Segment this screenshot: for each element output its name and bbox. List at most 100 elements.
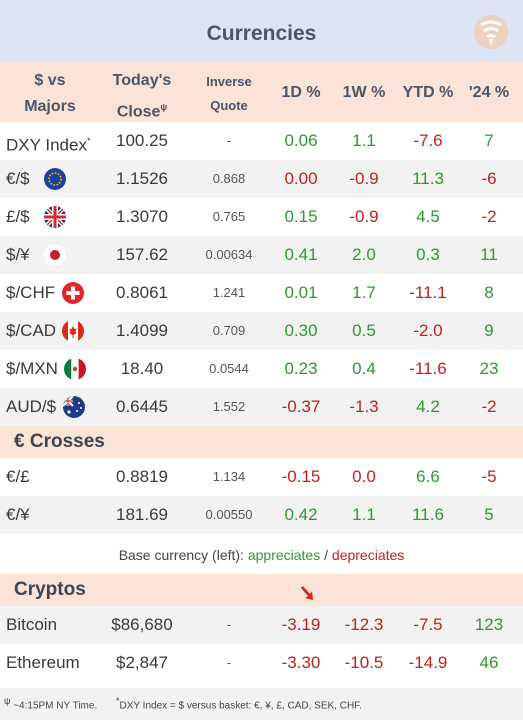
change-2024: 23 xyxy=(479,359,499,378)
header-2024: '24 % xyxy=(468,84,510,101)
change-2024: -5 xyxy=(481,467,497,486)
legend-appreciates: appreciates xyxy=(247,547,321,563)
change-2024: 9 xyxy=(484,321,494,340)
table-row: Bitcoin $86,680 - -3.19 -12.3 -7.5 123 xyxy=(0,606,523,644)
footnotes: ψ ~4:15PM NY Time. *DXY Index = $ versus… xyxy=(0,688,523,720)
uk-flag-icon xyxy=(44,206,66,228)
change-1d: 0.30 xyxy=(284,321,318,340)
header-pair: $ vs Majors xyxy=(24,72,76,115)
change-1d: 0.01 xyxy=(284,283,318,302)
brand-logo-icon xyxy=(474,15,508,49)
legend-depreciates: depreciates xyxy=(331,547,405,563)
pair-label: DXY Index xyxy=(6,135,87,155)
change-1w: 0.5 xyxy=(352,321,376,340)
canada-flag-icon xyxy=(62,320,84,342)
change-1w: 0.4 xyxy=(352,359,376,378)
change-1d: 0.41 xyxy=(284,245,318,264)
change-1d: 0.06 xyxy=(284,131,318,150)
change-ytd: 4.2 xyxy=(416,397,440,416)
change-1w: 1.1 xyxy=(352,131,376,150)
change-2024: -2 xyxy=(481,397,497,416)
inverse-value: 0.00550 xyxy=(205,507,253,522)
table-row: Ethereum $2,847 - -3.30 -10.5 -14.9 46 xyxy=(0,644,523,682)
change-1d: -3.30 xyxy=(281,653,321,672)
pair-label: $/CAD xyxy=(6,321,57,340)
change-1d: 0.15 xyxy=(284,207,318,226)
table-row: $/CAD 1.4099 0.709 0.30 0.5 -2.0 9 xyxy=(0,312,523,350)
close-value: 1.1526 xyxy=(116,169,168,188)
change-ytd: -11.1 xyxy=(409,283,447,302)
table-row: $/¥ 157.62 0.00634 0.41 2.0 0.3 11 xyxy=(0,236,523,274)
section-cryptos: Cryptos xyxy=(0,574,523,606)
table-row: €/$ 1.1526 0.868 0.00 -0.9 11.3 -6 xyxy=(0,160,523,198)
close-value: 0.6445 xyxy=(116,397,168,416)
header-close: Today's Closeψ xyxy=(112,72,172,121)
inverse-value: - xyxy=(226,655,232,670)
close-value: 181.69 xyxy=(116,505,168,524)
inverse-value: 0.0544 xyxy=(209,361,249,376)
change-ytd: 11.6 xyxy=(412,505,444,524)
inverse-value: - xyxy=(226,617,232,632)
change-2024: 8 xyxy=(484,283,494,302)
change-1w: -12.3 xyxy=(344,615,384,634)
header-1d[interactable]: 1D % xyxy=(281,84,321,101)
table-row: DXY Index* 100.25 - 0.06 1.1 -7.6 7 xyxy=(0,122,523,160)
eu-flag-icon xyxy=(44,168,66,190)
close-value: $2,847 xyxy=(116,653,168,672)
inverse-value: 1.134 xyxy=(212,469,246,484)
inverse-value: 0.709 xyxy=(212,323,246,338)
pair-label: AUD/$ xyxy=(6,397,57,416)
pair-label: $/CHF xyxy=(6,283,56,302)
table-row: €/¥ 181.69 0.00550 0.42 1.1 11.6 5 xyxy=(0,496,523,534)
section-euro-crosses: € Crosses xyxy=(0,426,523,458)
change-ytd: 11.3 xyxy=(412,169,444,188)
header-inverse: Inverse Quote xyxy=(206,74,252,113)
pair-label: €/$ xyxy=(6,169,30,188)
change-1d: -0.15 xyxy=(281,467,321,486)
japan-flag-icon xyxy=(44,244,66,266)
close-value: 18.40 xyxy=(120,359,164,378)
footnote-dxy: *DXY Index = $ versus basket: €, ¥, £, C… xyxy=(116,696,362,712)
pair-label: €/£ xyxy=(6,467,30,486)
change-2024: 123 xyxy=(474,615,504,634)
section-title: Cryptos xyxy=(14,579,86,600)
inverse-value: 1.552 xyxy=(212,399,246,414)
title-bar: Currencies xyxy=(0,0,523,62)
legend-separator: / xyxy=(324,547,329,563)
pair-label: £/$ xyxy=(6,207,30,226)
table-row: AUD/$ 0.6445 1.552 -0.37 -1.3 4.2 -2 xyxy=(0,388,523,426)
close-value: $86,680 xyxy=(111,615,173,634)
change-ytd: -7.5 xyxy=(413,615,443,634)
change-1d: 0.00 xyxy=(284,169,318,188)
australia-flag-icon xyxy=(63,396,85,418)
change-2024: 46 xyxy=(479,653,499,672)
page-title: Currencies xyxy=(206,22,317,45)
pair-label: €/¥ xyxy=(6,505,30,524)
down-arrow-icon xyxy=(301,586,313,600)
change-2024: -6 xyxy=(481,169,497,188)
change-1w: 0.0 xyxy=(352,467,376,486)
change-1w: -1.3 xyxy=(349,397,379,416)
change-2024: 11 xyxy=(480,245,498,264)
change-1w: -10.5 xyxy=(344,653,384,672)
coin-label: Bitcoin xyxy=(6,615,58,634)
close-value: 0.8819 xyxy=(116,467,168,486)
change-ytd: -7.6 xyxy=(413,131,443,150)
pair-label: $/MXN xyxy=(6,359,58,378)
inverse-value: 0.00634 xyxy=(205,247,253,262)
coin-label: Ethereum xyxy=(6,653,80,672)
inverse-value: 0.868 xyxy=(212,171,246,186)
change-ytd: 6.6 xyxy=(416,467,440,486)
change-ytd: 0.3 xyxy=(416,245,440,264)
footnote-time: ψ ~4:15PM NY Time. xyxy=(4,696,98,712)
change-2024: -2 xyxy=(481,207,497,226)
change-ytd: 4.5 xyxy=(416,207,440,226)
close-value: 0.8061 xyxy=(116,283,168,302)
close-value: 157.62 xyxy=(116,245,168,264)
change-1d: 0.23 xyxy=(284,359,318,378)
change-1w: 2.0 xyxy=(352,245,376,264)
legend-prefix: Base currency (left): xyxy=(118,547,244,563)
inverse-value: 0.765 xyxy=(212,209,246,224)
pair-label: $/¥ xyxy=(6,245,30,264)
table-row: $/CHF 0.8061 1.241 0.01 1.7 -11.1 8 xyxy=(0,274,523,312)
